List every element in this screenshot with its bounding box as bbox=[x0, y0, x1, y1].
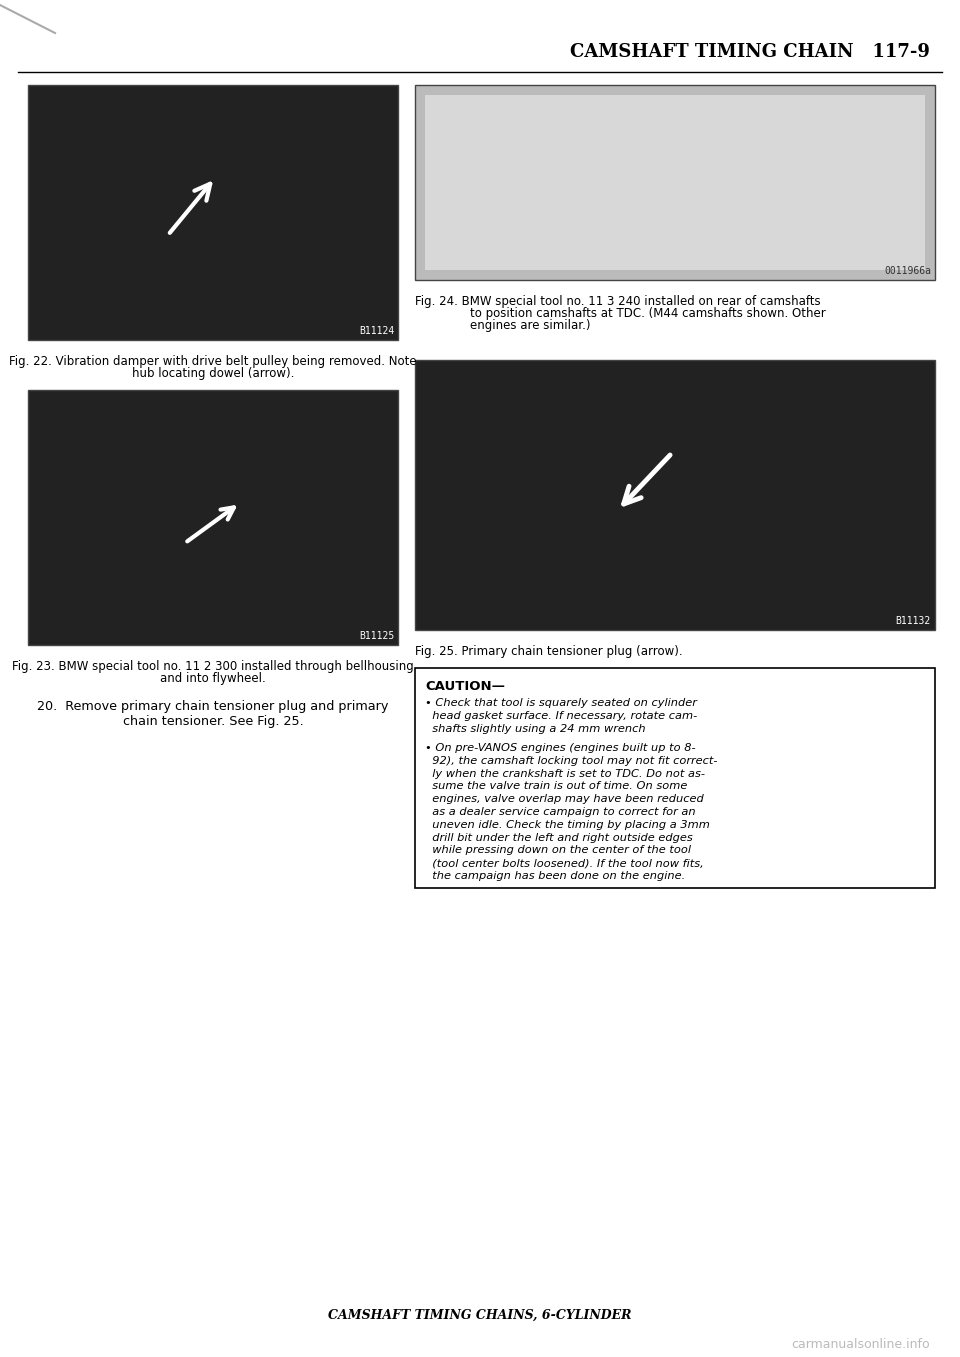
Text: to position camshafts at TDC. (M44 camshafts shown. Other: to position camshafts at TDC. (M44 camsh… bbox=[470, 307, 826, 320]
Bar bbox=[415, 360, 935, 630]
Text: 20.  Remove primary chain tensioner plug and primary: 20. Remove primary chain tensioner plug … bbox=[37, 700, 389, 712]
Text: while pressing down on the center of the tool: while pressing down on the center of the… bbox=[425, 845, 691, 855]
Text: Fig. 22. Vibration damper with drive belt pulley being removed. Note: Fig. 22. Vibration damper with drive bel… bbox=[10, 356, 417, 368]
Bar bbox=[28, 389, 398, 645]
Text: and into flywheel.: and into flywheel. bbox=[160, 672, 266, 685]
Text: CAUTION—: CAUTION— bbox=[425, 680, 505, 693]
Text: ly when the crankshaft is set to TDC. Do not as-: ly when the crankshaft is set to TDC. Do… bbox=[425, 768, 705, 779]
Bar bbox=[415, 85, 935, 280]
Text: • On pre-VANOS engines (engines built up to 8-: • On pre-VANOS engines (engines built up… bbox=[425, 744, 696, 753]
Text: drill bit under the left and right outside edges: drill bit under the left and right outsi… bbox=[425, 833, 693, 843]
Text: uneven idle. Check the timing by placing a 3mm: uneven idle. Check the timing by placing… bbox=[425, 820, 709, 829]
Text: Fig. 25. Primary chain tensioner plug (arrow).: Fig. 25. Primary chain tensioner plug (a… bbox=[415, 645, 683, 658]
Text: Fig. 23. BMW special tool no. 11 2 300 installed through bellhousing: Fig. 23. BMW special tool no. 11 2 300 i… bbox=[12, 660, 414, 673]
Text: the campaign has been done on the engine.: the campaign has been done on the engine… bbox=[425, 871, 685, 881]
Text: sume the valve train is out of time. On some: sume the valve train is out of time. On … bbox=[425, 782, 687, 791]
Text: 92), the camshaft locking tool may not fit correct-: 92), the camshaft locking tool may not f… bbox=[425, 756, 717, 765]
Text: Fig. 24. BMW special tool no. 11 3 240 installed on rear of camshafts: Fig. 24. BMW special tool no. 11 3 240 i… bbox=[415, 294, 821, 308]
Text: as a dealer service campaign to correct for an: as a dealer service campaign to correct … bbox=[425, 807, 696, 817]
Text: CAMSHAFT TIMING CHAINS, 6-CYLINDER: CAMSHAFT TIMING CHAINS, 6-CYLINDER bbox=[328, 1308, 632, 1322]
Text: B11125: B11125 bbox=[359, 631, 394, 641]
Bar bbox=[28, 85, 398, 341]
Text: head gasket surface. If necessary, rotate cam-: head gasket surface. If necessary, rotat… bbox=[425, 711, 697, 721]
Text: chain tensioner. See Fig. 25.: chain tensioner. See Fig. 25. bbox=[123, 715, 303, 727]
Text: B11132: B11132 bbox=[896, 616, 931, 626]
Text: • Check that tool is squarely seated on cylinder: • Check that tool is squarely seated on … bbox=[425, 697, 697, 708]
Text: CAMSHAFT TIMING CHAIN   117-9: CAMSHAFT TIMING CHAIN 117-9 bbox=[570, 43, 930, 61]
Text: carmanualsonline.info: carmanualsonline.info bbox=[791, 1338, 930, 1352]
Bar bbox=[425, 95, 925, 270]
Text: B11124: B11124 bbox=[359, 326, 394, 337]
Text: shafts slightly using a 24 mm wrench: shafts slightly using a 24 mm wrench bbox=[425, 725, 646, 734]
Text: engines, valve overlap may have been reduced: engines, valve overlap may have been red… bbox=[425, 794, 704, 805]
Bar bbox=[415, 668, 935, 887]
Text: engines are similar.): engines are similar.) bbox=[470, 319, 590, 332]
Text: hub locating dowel (arrow).: hub locating dowel (arrow). bbox=[132, 366, 294, 380]
Text: (tool center bolts loosened). If the tool now fits,: (tool center bolts loosened). If the too… bbox=[425, 858, 704, 868]
Text: 0011966a: 0011966a bbox=[884, 266, 931, 275]
